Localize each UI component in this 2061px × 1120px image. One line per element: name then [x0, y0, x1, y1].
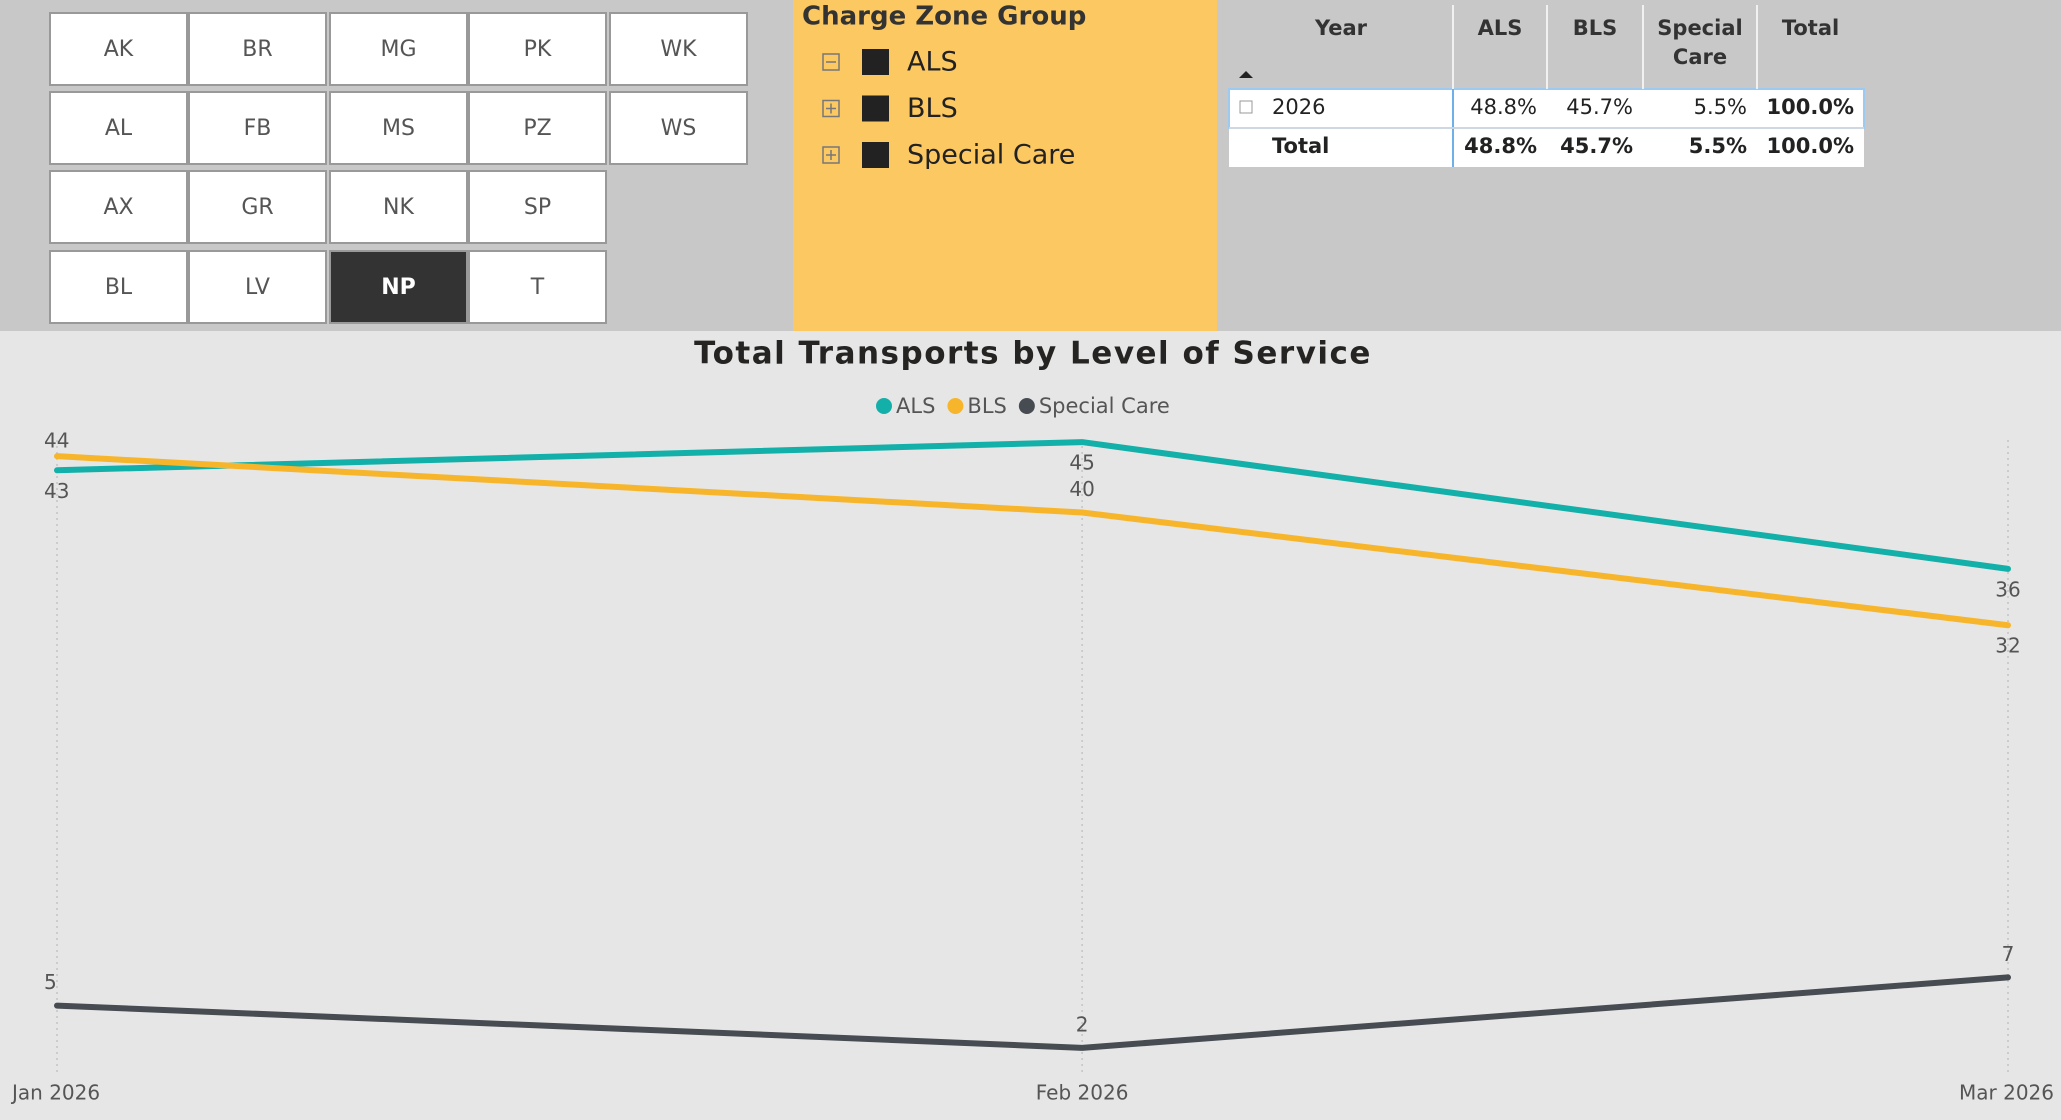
data-label: 43: [44, 479, 69, 503]
table-header: Year: [1314, 16, 1368, 40]
slicer-label: PK: [524, 37, 552, 62]
slicer-label: SP: [524, 195, 551, 220]
slicer-label: FB: [244, 116, 272, 141]
slicer-label: T: [530, 275, 545, 300]
slicer-button[interactable]: [609, 91, 748, 165]
table-cell: 5.5%: [1694, 95, 1747, 119]
x-tick-label: Mar 2026: [1959, 1081, 2054, 1105]
slicer-button[interactable]: [188, 12, 327, 86]
x-tick-label: Jan 2026: [10, 1081, 100, 1105]
chart-title: Total Transports by Level of Service: [694, 336, 1372, 372]
slicer-button[interactable]: [468, 250, 607, 324]
data-label: 36: [1995, 577, 2020, 601]
slicer-button[interactable]: [329, 12, 468, 86]
legend-label: BLS: [967, 394, 1006, 418]
legend-marker: [947, 398, 964, 414]
legend-swatch: [862, 49, 889, 75]
table-cell: 100.0%: [1767, 95, 1854, 119]
legend-marker: [876, 398, 892, 414]
legend-marker: [1018, 398, 1035, 414]
data-label: 2: [1076, 1012, 1089, 1036]
table-cell: 48.8%: [1470, 95, 1537, 119]
data-label: 45: [1069, 451, 1094, 475]
slicer-button[interactable]: [468, 91, 607, 165]
table-header: ALS: [1478, 16, 1523, 40]
table-header: BLS: [1573, 16, 1618, 40]
slicer-button[interactable]: [468, 170, 607, 244]
data-label: 32: [1995, 634, 2020, 658]
slicer-button[interactable]: [49, 12, 188, 86]
table-cell: 45.7%: [1566, 95, 1633, 119]
slicer-label: LV: [245, 275, 270, 300]
row-expand-icon[interactable]: [1239, 100, 1253, 114]
table-cell: 48.8%: [1464, 134, 1537, 158]
slicer-button[interactable]: [49, 91, 188, 165]
data-label: 44: [44, 429, 69, 453]
data-label: 5: [44, 970, 57, 994]
slicer-button[interactable]: [468, 12, 607, 86]
slicer-button[interactable]: [49, 250, 188, 324]
slicer-label: AK: [104, 37, 134, 62]
slicer-label: BR: [242, 37, 272, 62]
legend-label: Special Care: [1039, 394, 1170, 418]
legend-panel-title: Charge Zone Group: [802, 2, 1086, 32]
series-line: [54, 974, 2011, 1051]
slicer-button[interactable]: [49, 170, 188, 244]
slicer-label: PZ: [523, 116, 551, 141]
table-header: Special Care: [1657, 16, 1742, 69]
expand-icon[interactable]: [822, 99, 840, 118]
expand-icon[interactable]: [822, 146, 840, 164]
slicer-button[interactable]: [188, 170, 327, 244]
slicer-label: NP: [381, 275, 416, 300]
slicer-button[interactable]: [329, 170, 468, 244]
chart-bg: [5, 331, 2061, 1120]
expand-icon[interactable]: [822, 53, 840, 71]
slicer-button[interactable]: [609, 12, 748, 86]
slicer-button[interactable]: [188, 250, 327, 324]
sort-arrow: [1239, 71, 1253, 78]
legend-swatch: [862, 95, 889, 122]
legend-item: BLS: [907, 93, 958, 124]
slicer-button[interactable]: [329, 250, 468, 324]
slicer-label: NK: [383, 195, 414, 220]
slicer-label: AX: [103, 195, 133, 220]
legend-item: ALS: [907, 47, 958, 78]
slicer-label: WS: [661, 116, 697, 141]
series-line: [54, 439, 2011, 572]
table-cell: 2026: [1272, 95, 1325, 119]
legend-item: Special Care: [907, 140, 1075, 171]
legend-label: ALS: [896, 394, 935, 418]
series-line: [54, 453, 2011, 629]
table-cell: 100.0%: [1767, 134, 1854, 158]
table-header: Total: [1782, 16, 1839, 40]
slicer-label: BL: [105, 275, 133, 300]
slicer-label: AL: [105, 116, 133, 141]
x-tick-label: Feb 2026: [1036, 1081, 1129, 1105]
slicer-button[interactable]: [329, 91, 468, 165]
legend-swatch: [862, 142, 889, 168]
table-cell: Total: [1272, 134, 1329, 158]
data-label: 40: [1069, 477, 1094, 501]
data-label: 7: [2002, 942, 2015, 966]
table-cell: 5.5%: [1689, 134, 1747, 158]
slicer-label: MG: [380, 37, 416, 62]
slicer-label: GR: [241, 195, 273, 220]
table-cell: 45.7%: [1560, 134, 1633, 158]
slicer-label: WK: [660, 37, 697, 62]
slicer-button[interactable]: [188, 91, 327, 165]
slicer-label: MS: [382, 116, 415, 141]
